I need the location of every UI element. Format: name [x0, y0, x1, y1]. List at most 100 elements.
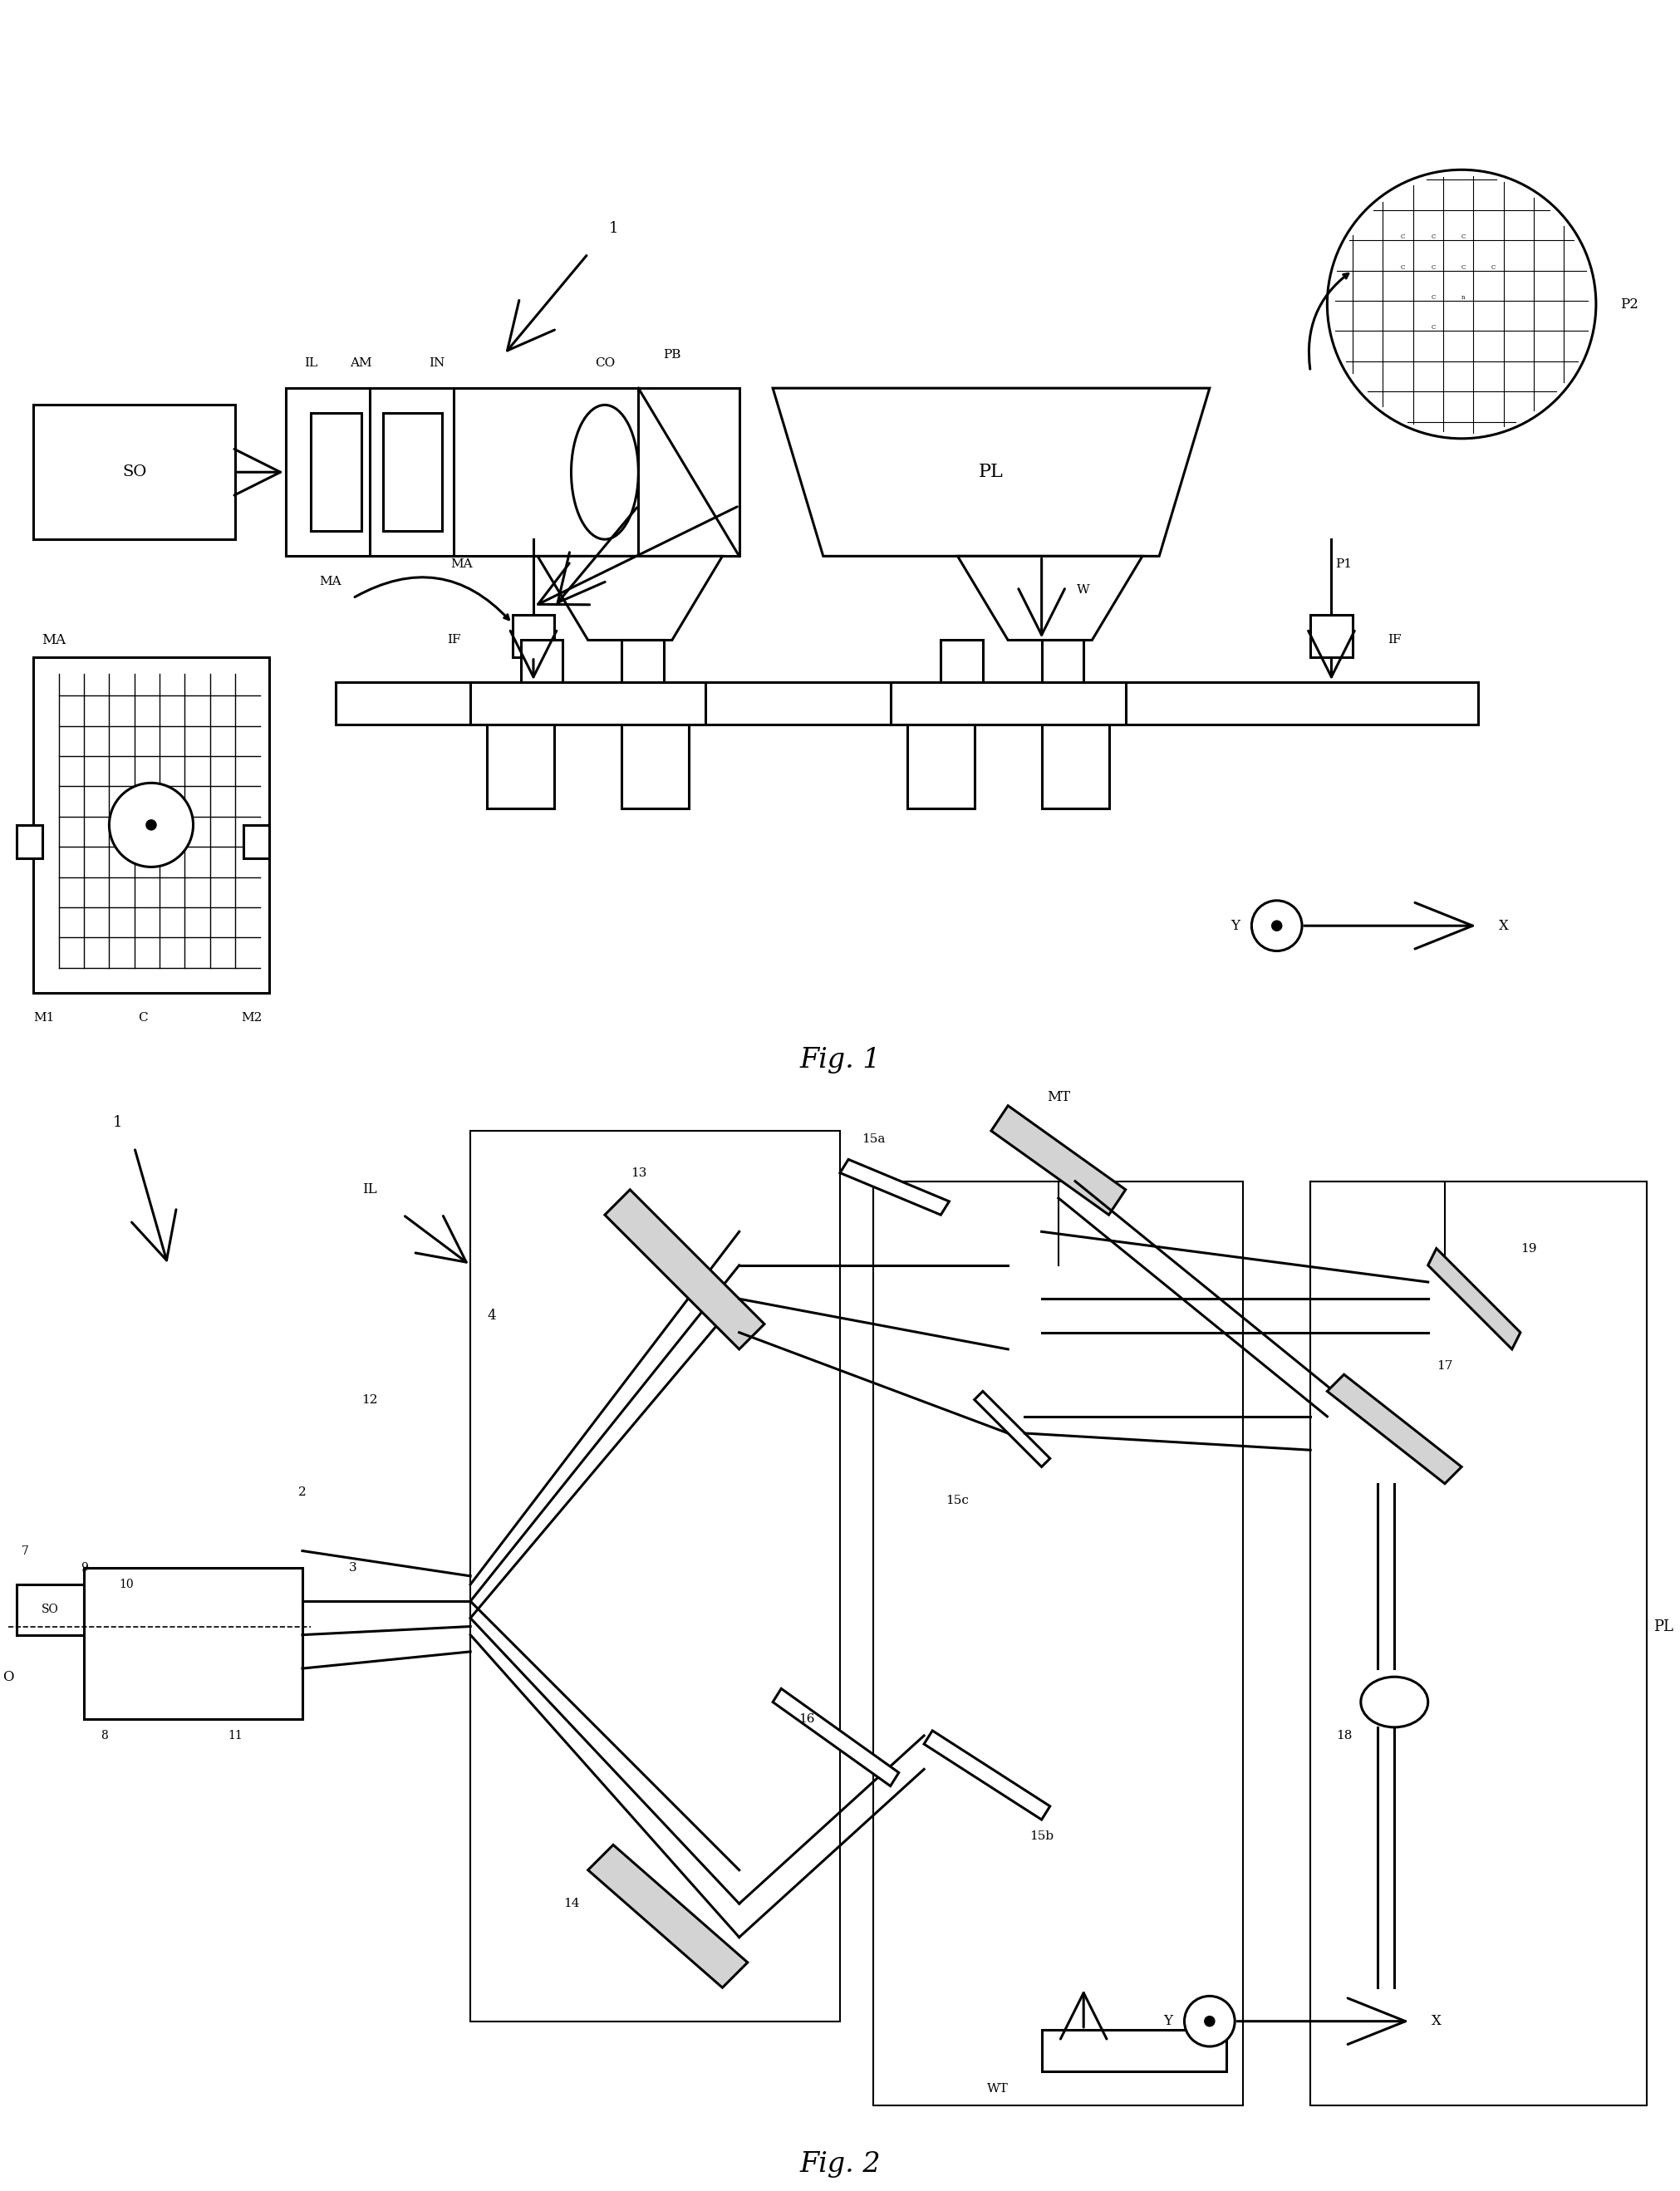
Bar [874, 1181, 1243, 2106]
Ellipse shape [1361, 1676, 1428, 1727]
Bar [487, 725, 554, 808]
Bar [1042, 2029, 1226, 2073]
Circle shape [1327, 169, 1596, 438]
Circle shape [1272, 920, 1282, 931]
Text: C: C [1431, 263, 1435, 269]
Text: Fig. 1: Fig. 1 [800, 1047, 880, 1074]
Text: Y: Y [1230, 918, 1240, 933]
Bar [34, 657, 269, 993]
Text: 2: 2 [299, 1485, 306, 1499]
Text: 12: 12 [361, 1393, 378, 1404]
Bar [470, 1131, 840, 2022]
Text: 4: 4 [487, 1308, 496, 1323]
Bar [1310, 1181, 1646, 2106]
Text: C: C [1431, 234, 1435, 241]
Text: 14: 14 [563, 1897, 580, 1911]
Text: 17: 17 [1436, 1361, 1453, 1372]
Circle shape [1184, 1996, 1235, 2046]
Text: P2: P2 [1621, 298, 1638, 311]
Bar [1042, 640, 1084, 681]
Polygon shape [638, 388, 739, 557]
Text: 11: 11 [228, 1731, 242, 1742]
Bar [1042, 725, 1109, 808]
Text: C: C [1492, 263, 1495, 269]
Text: X: X [1431, 2014, 1441, 2029]
Text: PB: PB [664, 348, 680, 359]
Text: C: C [138, 1012, 148, 1023]
Polygon shape [1327, 1374, 1462, 1483]
Text: O: O [3, 1670, 13, 1685]
Text: MT: MT [1047, 1091, 1070, 1104]
Text: IL: IL [363, 1183, 376, 1196]
Text: 7: 7 [22, 1545, 29, 1556]
Circle shape [1205, 2016, 1215, 2027]
Bar [941, 640, 983, 681]
Ellipse shape [571, 405, 638, 539]
Text: CO: CO [595, 357, 615, 368]
Text: W: W [1077, 585, 1090, 596]
Text: 1: 1 [608, 221, 618, 237]
Polygon shape [924, 1731, 1050, 1821]
Text: 15b: 15b [1030, 1832, 1053, 1843]
Bar [286, 388, 655, 557]
Text: WT: WT [986, 2084, 1008, 2095]
Bar [34, 405, 235, 539]
Text: SO: SO [42, 1604, 59, 1615]
Text: 16: 16 [798, 1713, 815, 1724]
Text: AM: AM [349, 357, 373, 368]
Text: 13: 13 [630, 1168, 647, 1179]
Text: 15c: 15c [946, 1494, 969, 1505]
Bar [470, 681, 706, 725]
Text: 10: 10 [119, 1580, 133, 1591]
Bar [890, 681, 1126, 725]
Text: Fig. 2: Fig. 2 [800, 2152, 880, 2178]
Polygon shape [991, 1106, 1126, 1214]
Text: X: X [1499, 918, 1509, 933]
Text: PL: PL [1653, 1619, 1673, 1634]
Polygon shape [840, 1159, 949, 1214]
Bar [17, 826, 42, 859]
Bar [622, 725, 689, 808]
Text: M2: M2 [242, 1012, 262, 1023]
Text: 3: 3 [349, 1562, 356, 1573]
Text: 9: 9 [81, 1562, 87, 1573]
Text: C: C [1431, 294, 1435, 300]
Bar [84, 1567, 302, 1720]
Text: 15a: 15a [862, 1133, 885, 1146]
Text: Y: Y [1163, 2014, 1173, 2029]
Text: C: C [1462, 234, 1465, 241]
Text: C: C [1401, 263, 1404, 269]
Text: IF: IF [1388, 635, 1401, 646]
Bar [311, 414, 361, 530]
Polygon shape [958, 557, 1142, 640]
Text: MA: MA [42, 633, 66, 646]
Text: IL: IL [304, 357, 318, 368]
Bar [512, 616, 554, 657]
Text: 18: 18 [1336, 1731, 1352, 1742]
Text: MA: MA [319, 576, 341, 587]
Text: PL: PL [979, 462, 1003, 482]
Text: P1: P1 [1336, 559, 1352, 570]
Polygon shape [538, 557, 722, 640]
Bar [622, 640, 664, 681]
Bar [336, 681, 1478, 725]
Text: C: C [1431, 324, 1435, 331]
Circle shape [109, 782, 193, 868]
Polygon shape [605, 1190, 764, 1350]
Bar [907, 725, 974, 808]
Text: IN: IN [428, 357, 445, 368]
Polygon shape [773, 388, 1210, 557]
Bar [383, 414, 442, 530]
Polygon shape [974, 1391, 1050, 1466]
Text: 8: 8 [101, 1731, 108, 1742]
Bar [244, 826, 269, 859]
Bar [1310, 616, 1352, 657]
Circle shape [1252, 901, 1302, 951]
Polygon shape [588, 1845, 748, 1987]
Text: 19: 19 [1520, 1242, 1537, 1253]
Text: M1: M1 [34, 1012, 55, 1023]
Text: C: C [1462, 263, 1465, 269]
Polygon shape [773, 1689, 899, 1786]
Text: IF: IF [447, 635, 460, 646]
Bar [521, 640, 563, 681]
